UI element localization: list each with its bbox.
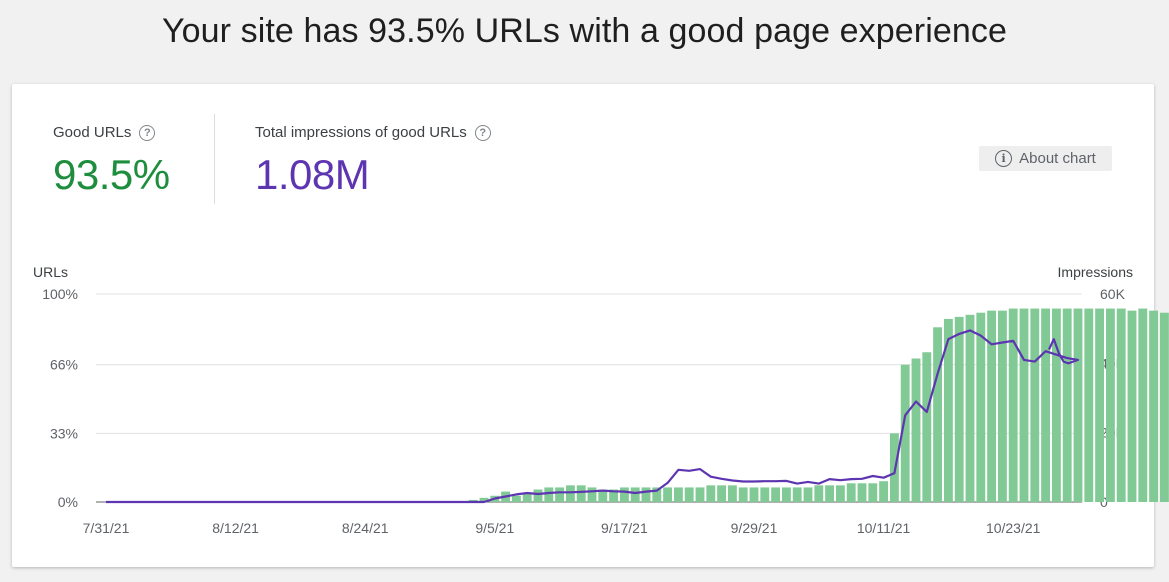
bar xyxy=(727,485,737,502)
bar xyxy=(1116,308,1126,502)
bar xyxy=(1051,308,1061,502)
bar xyxy=(792,487,802,502)
x-tick-label: 9/29/21 xyxy=(731,520,778,536)
bar xyxy=(522,493,532,502)
y-left-tick-label: 33% xyxy=(50,425,78,441)
bar xyxy=(673,487,683,502)
x-tick-label: 9/17/21 xyxy=(601,520,648,536)
bar xyxy=(857,483,867,502)
metric-value-impressions: 1.08M xyxy=(255,151,370,198)
bar xyxy=(1062,308,1072,502)
impressions-line xyxy=(106,329,1080,504)
y-left-tick-label: 66% xyxy=(50,357,78,373)
bar xyxy=(825,485,835,502)
bar xyxy=(976,312,986,502)
bar xyxy=(900,364,910,502)
y-left-tick-label: 100% xyxy=(42,286,78,302)
about-chart-button[interactable]: i About chart xyxy=(979,146,1112,171)
metric-label: Good URLs xyxy=(53,124,132,141)
page-headline: Your site has 93.5% URLs with a good pag… xyxy=(161,12,1008,50)
bar xyxy=(1073,308,1083,502)
bar xyxy=(717,485,727,502)
y-left-tick-label: 0% xyxy=(58,494,78,510)
bar xyxy=(1105,308,1115,502)
bar xyxy=(954,316,964,502)
bar xyxy=(695,487,705,502)
bar xyxy=(760,487,770,502)
metric-good-urls[interactable]: Good URLs ? 93.5% xyxy=(53,124,170,199)
bar xyxy=(749,487,759,502)
bar xyxy=(1127,310,1137,502)
bar xyxy=(965,314,975,502)
bar xyxy=(1030,308,1040,502)
x-tick-label: 10/11/21 xyxy=(857,520,911,536)
x-tick-label: 10/23/21 xyxy=(986,520,1041,536)
x-tick-label: 7/31/21 xyxy=(83,520,130,536)
bar xyxy=(619,487,629,502)
bar xyxy=(814,485,824,502)
x-tick-label: 8/12/21 xyxy=(212,520,259,536)
bar xyxy=(835,485,845,502)
x-tick-label: 8/24/21 xyxy=(342,520,389,536)
bar xyxy=(511,495,521,502)
bar xyxy=(555,487,565,502)
bar xyxy=(533,489,543,502)
bar xyxy=(738,487,748,502)
bar xyxy=(933,327,943,502)
metric-label: Total impressions of good URLs xyxy=(255,124,467,141)
bar xyxy=(1095,308,1105,502)
bar xyxy=(943,318,953,502)
bar xyxy=(587,487,597,502)
bar xyxy=(868,483,878,502)
bar xyxy=(609,489,619,502)
bar xyxy=(1159,312,1169,502)
bar xyxy=(630,487,640,502)
bar xyxy=(911,358,921,502)
bar xyxy=(1019,308,1029,502)
bar xyxy=(1149,310,1159,502)
bar xyxy=(1008,308,1018,502)
bar xyxy=(781,487,791,502)
metric-total-impressions[interactable]: Total impressions of good URLs ? 1.08M xyxy=(255,124,491,199)
bar xyxy=(1084,308,1094,502)
bar xyxy=(598,489,608,502)
metric-value-good-urls: 93.5% xyxy=(53,151,170,198)
bar xyxy=(479,497,489,502)
bar xyxy=(1138,308,1148,502)
bar xyxy=(879,481,889,502)
help-icon[interactable]: ? xyxy=(139,124,156,141)
bar xyxy=(684,487,694,502)
bar xyxy=(987,310,997,502)
bar xyxy=(706,485,716,502)
bar xyxy=(565,485,575,502)
metric-divider xyxy=(214,114,215,204)
y-left-axis-title: URLs xyxy=(33,264,68,280)
y-right-axis-title: Impressions xyxy=(1058,264,1133,280)
y-right-tick-label: 60K xyxy=(1100,286,1126,302)
bar xyxy=(846,483,856,502)
bar xyxy=(803,487,813,502)
bar xyxy=(1041,308,1051,502)
help-icon[interactable]: ? xyxy=(474,124,491,141)
bar xyxy=(641,487,651,502)
bar xyxy=(997,310,1007,502)
bar xyxy=(771,487,781,502)
bar xyxy=(576,485,586,502)
about-chart-label: About chart xyxy=(1019,150,1096,167)
info-icon: i xyxy=(995,150,1013,167)
bar xyxy=(652,487,662,502)
bar xyxy=(544,487,554,502)
bar xyxy=(922,352,932,502)
x-tick-label: 9/5/21 xyxy=(475,520,514,536)
bar xyxy=(663,487,673,502)
